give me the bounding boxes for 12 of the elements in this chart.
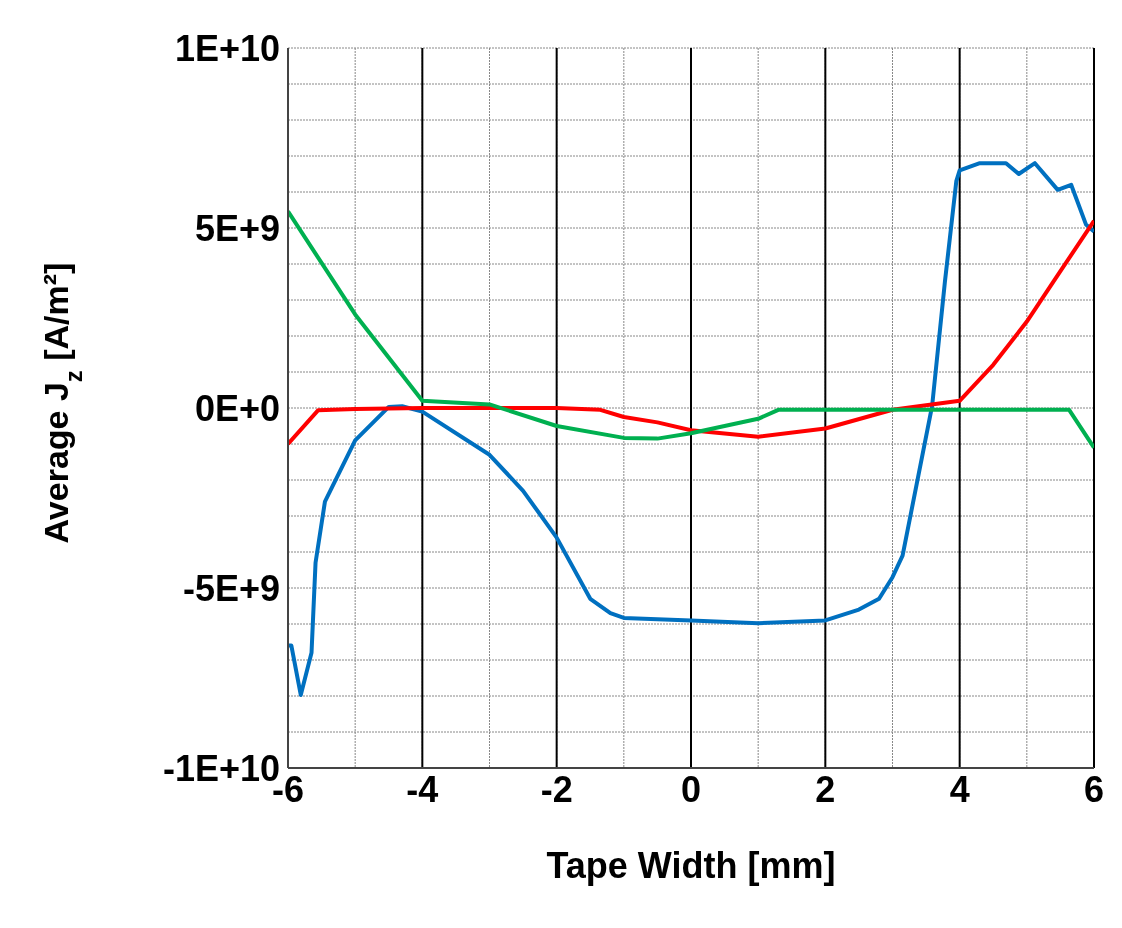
x-axis-title: Tape Width [mm] xyxy=(546,845,836,886)
y-tick-label: 1E+10 xyxy=(174,27,280,69)
x-tick-label: 0 xyxy=(680,768,702,810)
x-tick-label: 4 xyxy=(949,768,970,810)
line-series xyxy=(288,161,1094,697)
x-tick-label: 6 xyxy=(1083,768,1105,810)
y-tick-label: -5E+9 xyxy=(182,567,280,609)
y-tick-label: 0E+0 xyxy=(194,387,280,429)
x-tick-label: 2 xyxy=(815,768,836,810)
y-tick-label: 5E+9 xyxy=(194,207,280,249)
x-tick-label: -2 xyxy=(540,768,573,810)
x-tick-label: -4 xyxy=(406,768,439,810)
